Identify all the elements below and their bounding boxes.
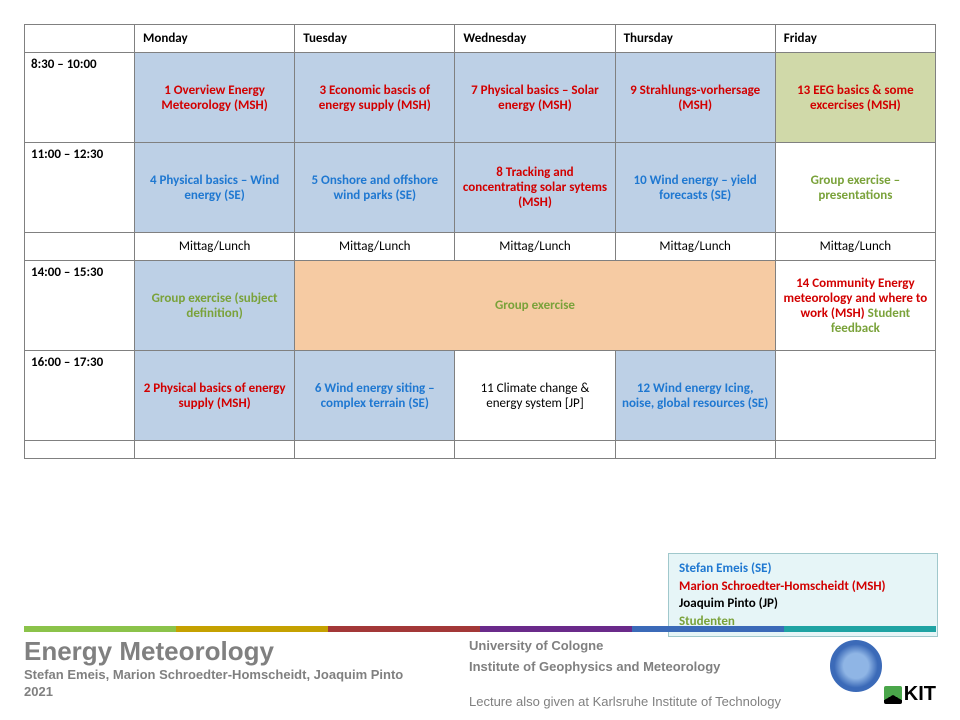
footer-color-bar (24, 626, 936, 632)
time-cell (25, 233, 135, 261)
session-cell: 14 Community Energy meteorology and wher… (775, 261, 935, 351)
footer-bar-segment (632, 626, 784, 632)
header-tue: Tuesday (295, 25, 455, 53)
table-row: Mittag/LunchMittag/LunchMittag/LunchMitt… (25, 233, 936, 261)
time-cell: 8:30 – 10:00 (25, 53, 135, 143)
table-row: 16:00 – 17:302 Physical basics of energy… (25, 351, 936, 441)
lunch-cell: Mittag/Lunch (615, 233, 775, 261)
footer-bar-segment (176, 626, 328, 632)
session-cell: 3 Economic bascis of energy supply (MSH) (295, 53, 455, 143)
footer: Energy Meteorology Stefan Emeis, Marion … (24, 636, 936, 701)
lunch-cell: Mittag/Lunch (455, 233, 615, 261)
session-cell: 2 Physical basics of energy supply (MSH) (135, 351, 295, 441)
affil-2: Institute of Geophysics and Meteorology (469, 657, 781, 678)
instructor-legend: Stefan Emeis (SE)Marion Schroedter-Homsc… (668, 553, 938, 637)
session-cell: 10 Wind energy – yield forecasts (SE) (615, 143, 775, 233)
footer-bar-segment (328, 626, 480, 632)
kit-text: KIT (904, 683, 936, 706)
kit-logo: KIT (884, 683, 936, 706)
empty-cell (135, 441, 295, 459)
empty-cell (25, 441, 135, 459)
legend-item: Joaquim Pinto (JP) (679, 595, 927, 613)
lunch-cell: Mittag/Lunch (295, 233, 455, 261)
schedule-table: Monday Tuesday Wednesday Thursday Friday… (24, 24, 936, 459)
legend-item: Marion Schroedter-Homscheidt (MSH) (679, 578, 927, 596)
lunch-cell: Mittag/Lunch (135, 233, 295, 261)
table-row: 8:30 – 10:001 Overview Energy Meteorolog… (25, 53, 936, 143)
table-row: 14:00 – 15:30Group exercise (subject def… (25, 261, 936, 351)
time-cell: 14:00 – 15:30 (25, 261, 135, 351)
session-cell: Group exercise (295, 261, 776, 351)
university-seal-icon (830, 640, 882, 692)
empty-cell (615, 441, 775, 459)
header-thu: Thursday (615, 25, 775, 53)
header-mon: Monday (135, 25, 295, 53)
footer-bar-segment (480, 626, 632, 632)
footer-bar-segment (784, 626, 936, 632)
session-cell: 9 Strahlungs-vorhersage (MSH) (615, 53, 775, 143)
session-cell: 7 Physical basics – Solar energy (MSH) (455, 53, 615, 143)
table-row (25, 441, 936, 459)
time-cell: 16:00 – 17:30 (25, 351, 135, 441)
affil-3: Lecture also given at Karlsruhe Institut… (469, 692, 781, 713)
footer-bar-segment (24, 626, 176, 632)
empty-cell (455, 441, 615, 459)
table-row: 11:00 – 12:304 Physical basics – Wind en… (25, 143, 936, 233)
header-empty (25, 25, 135, 53)
session-cell: Group exercise (subject definition) (135, 261, 295, 351)
session-cell: 11 Climate change & energy system [JP] (455, 351, 615, 441)
session-cell (775, 351, 935, 441)
header-wed: Wednesday (455, 25, 615, 53)
session-cell: 5 Onshore and offshore wind parks (SE) (295, 143, 455, 233)
session-cell: 4 Physical basics – Wind energy (SE) (135, 143, 295, 233)
session-cell: 6 Wind energy siting – complex terrain (… (295, 351, 455, 441)
header-fri: Friday (775, 25, 935, 53)
session-cell: 1 Overview Energy Meteorology (MSH) (135, 53, 295, 143)
time-cell: 11:00 – 12:30 (25, 143, 135, 233)
empty-cell (775, 441, 935, 459)
empty-cell (295, 441, 455, 459)
kit-fan-icon (884, 686, 902, 704)
session-cell: 13 EEG basics & some excercises (MSH) (775, 53, 935, 143)
affil-1: University of Cologne (469, 636, 781, 657)
session-cell: 8 Tracking and concentrating solar sytem… (455, 143, 615, 233)
course-authors: Stefan Emeis, Marion Schroedter-Homschei… (24, 667, 404, 684)
session-cell: 12 Wind energy Icing, noise, global reso… (615, 351, 775, 441)
header-row: Monday Tuesday Wednesday Thursday Friday (25, 25, 936, 53)
lunch-cell: Mittag/Lunch (775, 233, 935, 261)
session-cell: Group exercise – presentations (775, 143, 935, 233)
legend-item: Stefan Emeis (SE) (679, 560, 927, 578)
